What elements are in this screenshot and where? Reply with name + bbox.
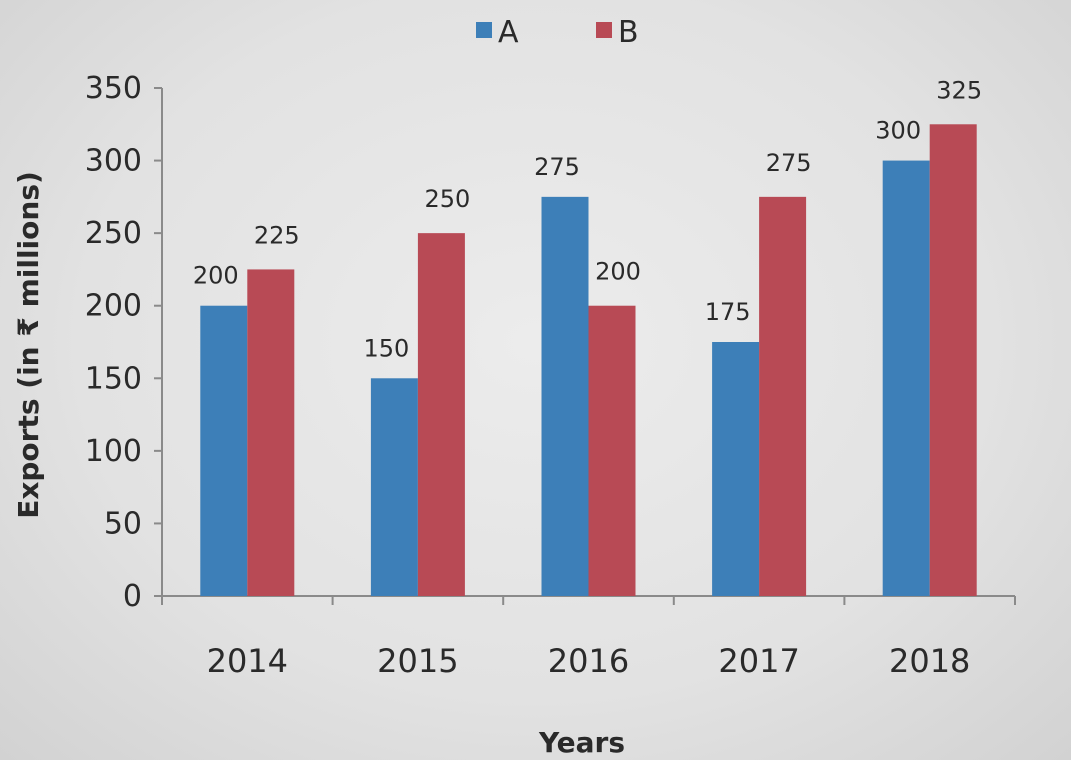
data-label: 250: [424, 185, 470, 213]
data-label: 325: [936, 76, 982, 104]
data-label: 200: [193, 262, 239, 290]
y-axis: 0 50 100 150 200 250 300 350: [85, 71, 163, 614]
y-tick-label: 100: [85, 434, 142, 469]
y-tick-label: 350: [85, 71, 142, 106]
y-axis-title: Exports (in ₹ millions): [12, 171, 45, 519]
bar-a: [712, 342, 760, 596]
y-tick-label: 150: [85, 361, 142, 396]
legend-swatch-b: [596, 22, 612, 38]
bar-b: [759, 196, 807, 596]
bar-b: [588, 305, 636, 596]
data-label: 275: [534, 153, 580, 181]
data-label: 200: [595, 258, 641, 286]
bar-b: [247, 269, 295, 596]
legend-swatch-a: [476, 22, 492, 38]
y-tick-label: 50: [104, 506, 142, 541]
x-axis-title: Years: [538, 726, 625, 759]
data-label: 175: [705, 298, 751, 326]
bar-a: [541, 196, 589, 596]
bar-a: [882, 160, 930, 597]
data-label: 275: [766, 149, 812, 177]
data-labels: 200 225 150 250 275 200 175 275 300 325: [193, 76, 982, 362]
x-tick-label: 2018: [889, 642, 970, 680]
x-tick-label: 2016: [548, 642, 629, 680]
bar-b: [929, 124, 977, 597]
data-label: 300: [875, 117, 921, 145]
data-label: 150: [363, 334, 409, 362]
x-tick-label: 2015: [377, 642, 458, 680]
y-tick-label: 250: [85, 216, 142, 251]
y-tick-label: 0: [123, 579, 142, 614]
bar-b: [417, 233, 465, 596]
y-tick-label: 300: [85, 144, 142, 179]
x-tick-label: 2017: [718, 642, 799, 680]
x-tick-label: 2014: [207, 642, 288, 680]
legend-label-b: B: [618, 15, 639, 50]
data-label: 225: [254, 221, 300, 249]
legend-label-a: A: [498, 15, 519, 50]
bars: [200, 124, 977, 597]
bar-a: [370, 378, 418, 596]
bar-a: [200, 305, 248, 596]
x-axis: 2014 2015 2016 2017 2018: [161, 595, 1016, 680]
y-tick-label: 200: [85, 289, 142, 324]
